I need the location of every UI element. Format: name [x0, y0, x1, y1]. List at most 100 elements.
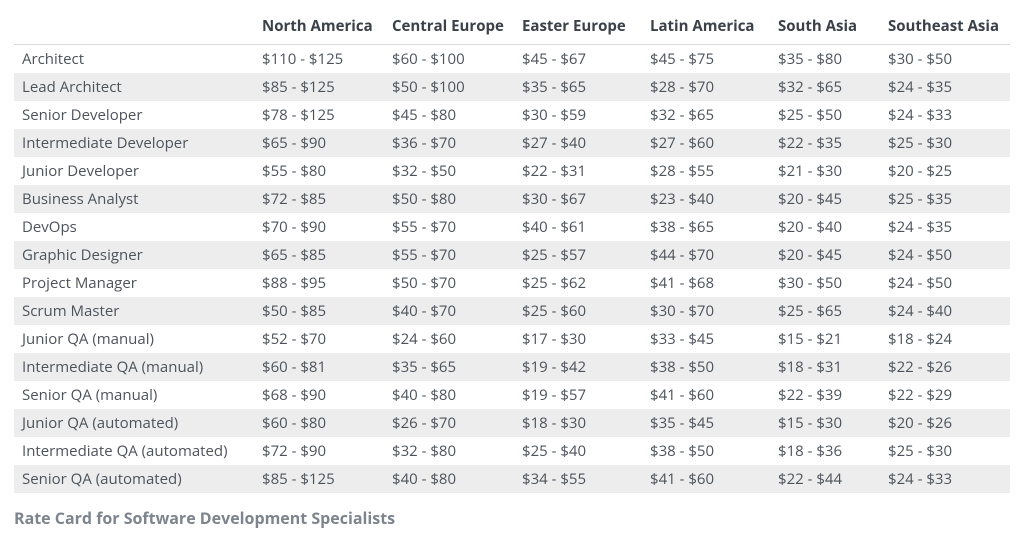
rate-card-table: North AmericaCentral EuropeEaster Europe… — [14, 10, 1010, 493]
rate-cell: $30 - $70 — [642, 297, 770, 325]
table-row: Architect$110 - $125$60 - $100$45 - $67$… — [14, 45, 1010, 74]
rate-cell: $50 - $80 — [384, 185, 514, 213]
rate-cell: $78 - $125 — [254, 101, 384, 129]
rate-cell: $24 - $35 — [880, 73, 1010, 101]
role-name-cell: Junior QA (manual) — [14, 325, 254, 353]
rate-cell: $65 - $85 — [254, 241, 384, 269]
rate-cell: $25 - $30 — [880, 437, 1010, 465]
table-row: Intermediate Developer$65 - $90$36 - $70… — [14, 129, 1010, 157]
rate-cell: $22 - $29 — [880, 381, 1010, 409]
role-name-cell: Intermediate QA (automated) — [14, 437, 254, 465]
rate-cell: $19 - $57 — [514, 381, 642, 409]
rate-cell: $24 - $40 — [880, 297, 1010, 325]
rate-cell: $15 - $21 — [770, 325, 880, 353]
rate-cell: $24 - $50 — [880, 269, 1010, 297]
rate-cell: $25 - $62 — [514, 269, 642, 297]
rate-cell: $85 - $125 — [254, 73, 384, 101]
role-name-cell: Senior Developer — [14, 101, 254, 129]
table-caption: Rate Card for Software Development Speci… — [14, 507, 1010, 529]
table-row: Senior QA (manual)$68 - $90$40 - $80$19 … — [14, 381, 1010, 409]
rate-cell: $36 - $70 — [384, 129, 514, 157]
rate-cell: $40 - $61 — [514, 213, 642, 241]
rate-cell: $25 - $60 — [514, 297, 642, 325]
rate-cell: $41 - $60 — [642, 465, 770, 493]
rate-cell: $32 - $80 — [384, 437, 514, 465]
rate-cell: $40 - $80 — [384, 381, 514, 409]
rate-cell: $35 - $65 — [514, 73, 642, 101]
rate-cell: $21 - $30 — [770, 157, 880, 185]
rate-cell: $30 - $50 — [880, 45, 1010, 74]
rate-cell: $40 - $70 — [384, 297, 514, 325]
role-name-cell: Project Manager — [14, 269, 254, 297]
rate-cell: $60 - $100 — [384, 45, 514, 74]
column-header-region: South Asia — [770, 10, 880, 45]
role-name-cell: Junior QA (automated) — [14, 409, 254, 437]
rate-cell: $17 - $30 — [514, 325, 642, 353]
rate-cell: $18 - $24 — [880, 325, 1010, 353]
rate-cell: $20 - $45 — [770, 241, 880, 269]
rate-cell: $32 - $50 — [384, 157, 514, 185]
rate-cell: $25 - $65 — [770, 297, 880, 325]
rate-cell: $19 - $42 — [514, 353, 642, 381]
rate-cell: $24 - $33 — [880, 101, 1010, 129]
role-name-cell: Intermediate QA (manual) — [14, 353, 254, 381]
rate-cell: $20 - $40 — [770, 213, 880, 241]
rate-cell: $26 - $70 — [384, 409, 514, 437]
rate-cell: $110 - $125 — [254, 45, 384, 74]
column-header-region: Central Europe — [384, 10, 514, 45]
rate-cell: $32 - $65 — [642, 101, 770, 129]
rate-cell: $18 - $36 — [770, 437, 880, 465]
rate-cell: $45 - $75 — [642, 45, 770, 74]
rate-cell: $25 - $50 — [770, 101, 880, 129]
table-row: Intermediate QA (manual)$60 - $81$35 - $… — [14, 353, 1010, 381]
table-row: Intermediate QA (automated)$72 - $90$32 … — [14, 437, 1010, 465]
rate-cell: $88 - $95 — [254, 269, 384, 297]
table-row: Scrum Master$50 - $85$40 - $70$25 - $60$… — [14, 297, 1010, 325]
column-header-region: Easter Europe — [514, 10, 642, 45]
rate-cell: $15 - $30 — [770, 409, 880, 437]
rate-cell: $22 - $39 — [770, 381, 880, 409]
rate-cell: $30 - $59 — [514, 101, 642, 129]
role-name-cell: Junior Developer — [14, 157, 254, 185]
rate-cell: $85 - $125 — [254, 465, 384, 493]
rate-cell: $25 - $30 — [880, 129, 1010, 157]
table-row: Graphic Designer$65 - $85$55 - $70$25 - … — [14, 241, 1010, 269]
role-name-cell: Senior QA (manual) — [14, 381, 254, 409]
rate-cell: $30 - $67 — [514, 185, 642, 213]
rate-cell: $25 - $57 — [514, 241, 642, 269]
rate-cell: $18 - $30 — [514, 409, 642, 437]
table-row: Junior QA (automated)$60 - $80$26 - $70$… — [14, 409, 1010, 437]
rate-cell: $50 - $70 — [384, 269, 514, 297]
column-header-region: Latin America — [642, 10, 770, 45]
rate-cell: $28 - $55 — [642, 157, 770, 185]
rate-cell: $24 - $50 — [880, 241, 1010, 269]
rate-cell: $45 - $67 — [514, 45, 642, 74]
table-row: Junior QA (manual)$52 - $70$24 - $60$17 … — [14, 325, 1010, 353]
rate-cell: $60 - $81 — [254, 353, 384, 381]
rate-cell: $40 - $80 — [384, 465, 514, 493]
rate-cell: $45 - $80 — [384, 101, 514, 129]
role-name-cell: Graphic Designer — [14, 241, 254, 269]
role-name-cell: Lead Architect — [14, 73, 254, 101]
role-name-cell: Business Analyst — [14, 185, 254, 213]
table-row: Junior Developer$55 - $80$32 - $50$22 - … — [14, 157, 1010, 185]
column-header-region: North America — [254, 10, 384, 45]
table-row: Lead Architect$85 - $125$50 - $100$35 - … — [14, 73, 1010, 101]
rate-cell: $23 - $40 — [642, 185, 770, 213]
rate-cell: $33 - $45 — [642, 325, 770, 353]
rate-cell: $38 - $50 — [642, 353, 770, 381]
table-row: Senior Developer$78 - $125$45 - $80$30 -… — [14, 101, 1010, 129]
rate-cell: $52 - $70 — [254, 325, 384, 353]
table-row: Business Analyst$72 - $85$50 - $80$30 - … — [14, 185, 1010, 213]
rate-cell: $34 - $55 — [514, 465, 642, 493]
rate-cell: $35 - $80 — [770, 45, 880, 74]
rate-cell: $44 - $70 — [642, 241, 770, 269]
table-row: Senior QA (automated)$85 - $125$40 - $80… — [14, 465, 1010, 493]
role-name-cell: Scrum Master — [14, 297, 254, 325]
table-header-row: North AmericaCentral EuropeEaster Europe… — [14, 10, 1010, 45]
rate-cell: $60 - $80 — [254, 409, 384, 437]
rate-cell: $32 - $65 — [770, 73, 880, 101]
rate-cell: $24 - $33 — [880, 465, 1010, 493]
rate-cell: $50 - $100 — [384, 73, 514, 101]
rate-cell: $72 - $90 — [254, 437, 384, 465]
